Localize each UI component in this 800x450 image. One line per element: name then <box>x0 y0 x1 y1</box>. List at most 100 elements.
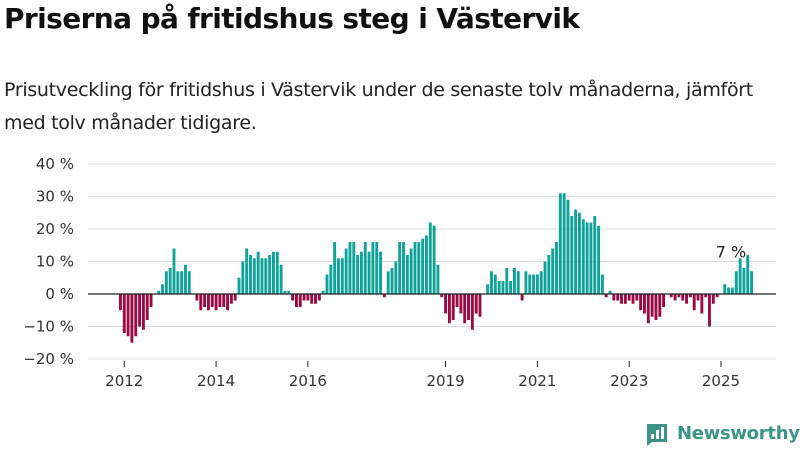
bar <box>608 290 612 294</box>
bar <box>723 284 727 294</box>
bar <box>375 242 379 294</box>
bar <box>294 294 298 307</box>
bar <box>627 294 631 301</box>
bar <box>145 294 149 320</box>
bar <box>688 294 692 298</box>
bar <box>532 274 535 294</box>
bar <box>731 287 734 294</box>
bar <box>283 290 287 294</box>
bar <box>291 294 295 301</box>
bar <box>119 294 122 311</box>
bar <box>314 294 317 304</box>
bar <box>164 271 168 294</box>
bar <box>654 294 658 320</box>
bar <box>715 294 719 298</box>
bar <box>329 264 333 294</box>
last-value-annotation: 7 % <box>716 242 746 261</box>
bar <box>272 251 275 294</box>
bar <box>600 274 604 294</box>
bar <box>528 274 532 294</box>
bar <box>639 294 643 311</box>
bar <box>390 268 394 294</box>
bar <box>241 261 245 294</box>
bar <box>218 294 222 307</box>
bar <box>199 294 203 311</box>
bar <box>455 294 459 307</box>
bar <box>279 264 283 294</box>
bar <box>214 294 218 311</box>
bar <box>249 255 252 294</box>
bar <box>409 248 413 294</box>
bar <box>134 294 138 337</box>
bar <box>402 242 405 294</box>
bar <box>727 287 731 294</box>
bar <box>325 274 329 294</box>
bar <box>512 268 516 294</box>
bar <box>616 294 620 301</box>
bar <box>233 294 237 301</box>
bar <box>161 284 164 294</box>
y-tick-label: 0 % <box>45 285 74 303</box>
bar <box>681 294 685 301</box>
bar <box>581 219 585 294</box>
bar <box>562 193 566 294</box>
bar <box>470 294 474 330</box>
bar <box>555 242 558 294</box>
bar <box>478 294 482 317</box>
bar <box>524 271 528 294</box>
bar <box>463 294 467 324</box>
bar <box>268 255 272 294</box>
bar-layer <box>119 193 754 343</box>
bar <box>620 294 623 304</box>
bar <box>742 268 746 294</box>
bar <box>509 281 513 294</box>
bar <box>122 294 126 333</box>
newsworthy-chart-icon <box>647 424 667 446</box>
bar <box>440 294 444 298</box>
bar <box>203 294 207 307</box>
bar <box>539 271 543 294</box>
bar <box>348 242 352 294</box>
bar <box>168 268 172 294</box>
bar <box>612 294 616 301</box>
y-tick-label: 10 % <box>36 253 74 271</box>
y-tick-label: 30 % <box>36 188 74 206</box>
bar <box>631 294 635 304</box>
bar <box>738 258 742 294</box>
bar <box>643 294 646 314</box>
bar <box>359 251 363 294</box>
bar-chart: 40 % 30 % 20 % 10 % 0 % −10 % −20 % 2012 2014 201… <box>23 155 776 390</box>
bar <box>275 251 279 294</box>
x-tick-label: 2014 <box>197 372 235 390</box>
bar <box>405 255 409 294</box>
x-tick-label: 2019 <box>426 372 464 390</box>
bar <box>287 290 291 294</box>
bar <box>252 258 256 294</box>
bar <box>750 271 754 294</box>
bar <box>302 294 306 301</box>
bar <box>421 238 425 294</box>
bar <box>700 294 704 314</box>
bar <box>337 258 340 294</box>
chart-subtitle: Prisutveckling för fritidshus i Västervi… <box>4 79 753 134</box>
bar <box>141 294 145 330</box>
bar <box>187 271 191 294</box>
x-tick-label: 2023 <box>610 372 648 390</box>
grid-layer <box>88 163 776 360</box>
bar <box>711 294 715 304</box>
bar <box>662 294 666 307</box>
bar <box>264 258 268 294</box>
bar <box>172 248 176 294</box>
label-layer: 40 % 30 % 20 % 10 % 0 % −10 % −20 % 2012 2014 201… <box>23 155 746 390</box>
bar <box>413 242 417 294</box>
x-tick-label: 2012 <box>105 372 143 390</box>
bar <box>486 284 490 294</box>
bar <box>317 294 321 301</box>
bar <box>180 271 184 294</box>
bar <box>570 216 574 294</box>
bar <box>386 271 390 294</box>
bar <box>130 294 134 343</box>
bar <box>673 294 677 301</box>
bar <box>692 294 696 311</box>
bar <box>593 216 597 294</box>
